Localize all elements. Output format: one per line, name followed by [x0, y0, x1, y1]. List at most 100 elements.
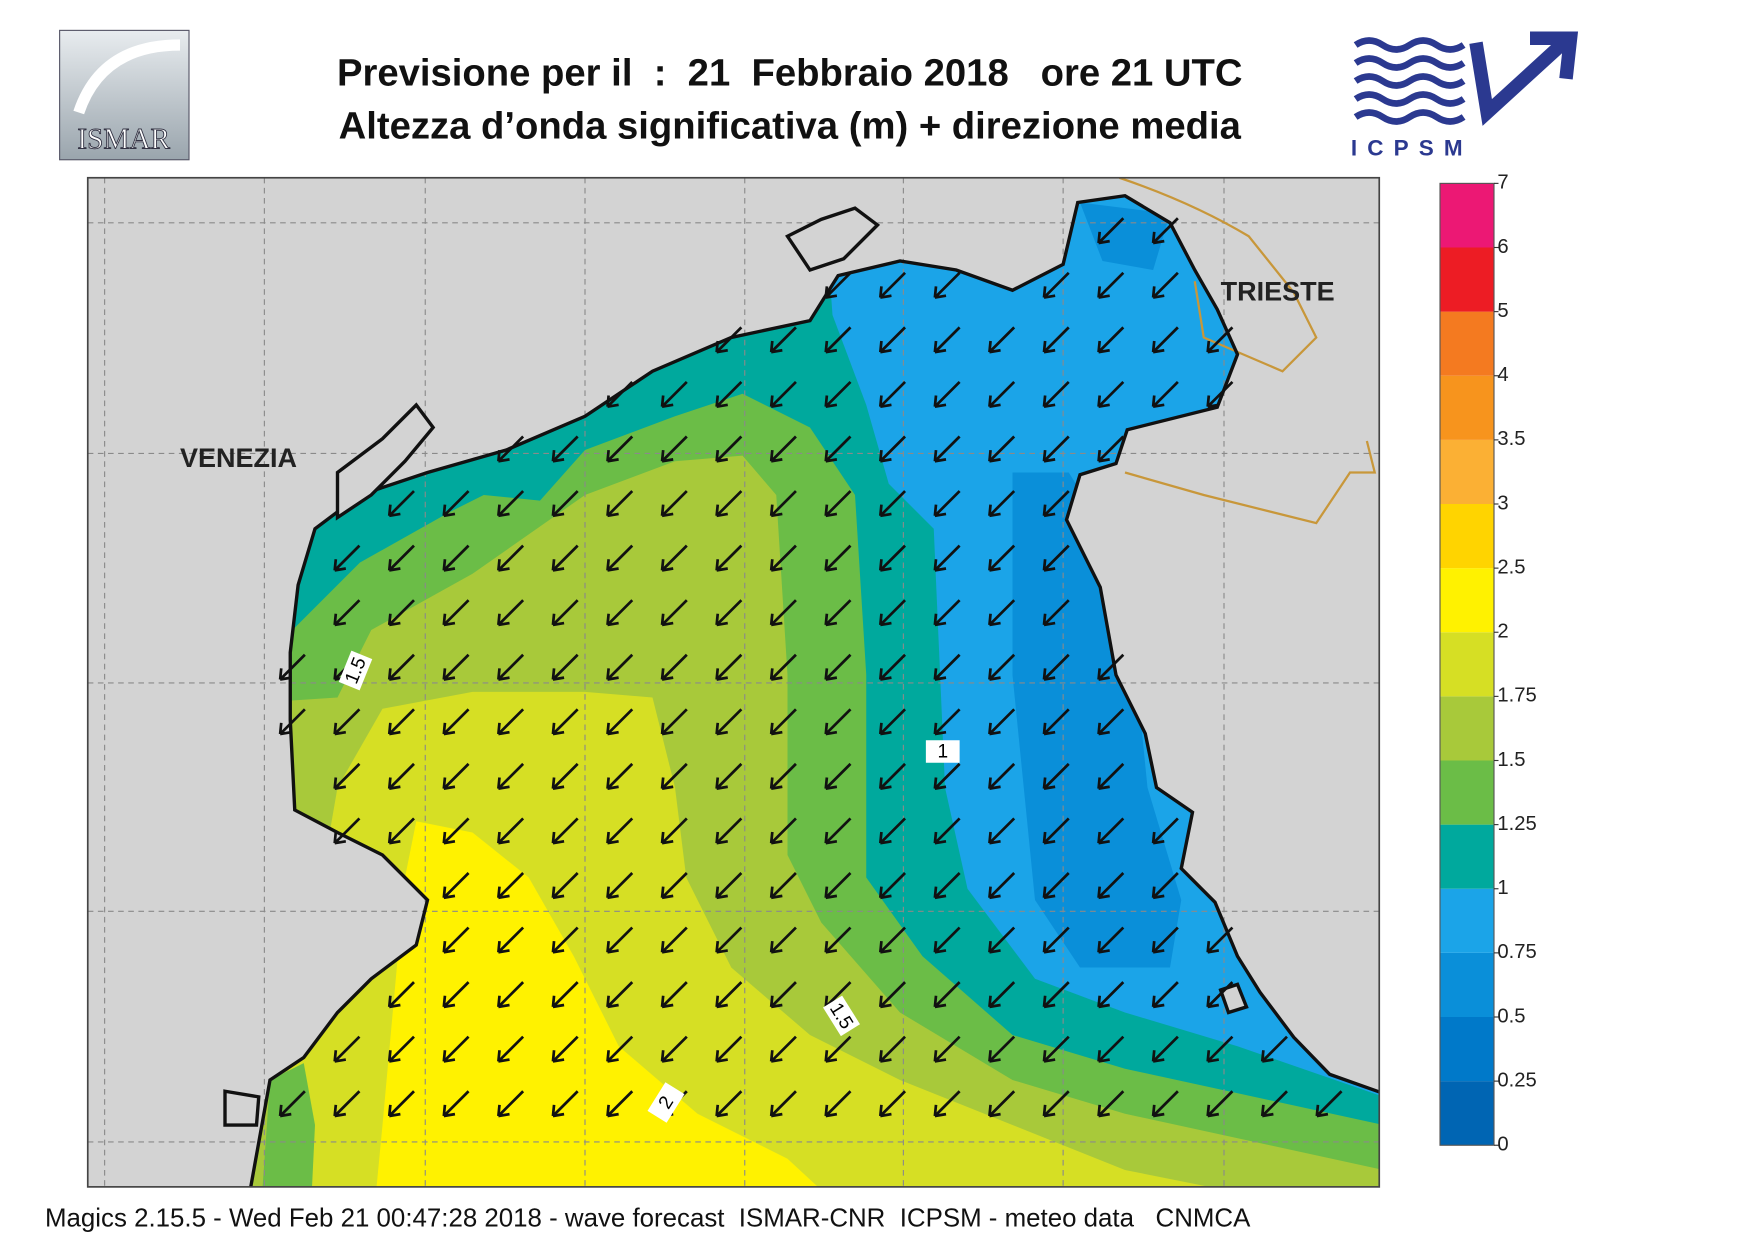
direction-arrow	[1042, 872, 1070, 900]
title-line-2: Altezza d’onda significativa (m) + direz…	[339, 104, 1242, 147]
direction-arrow	[660, 762, 688, 790]
direction-arrow	[333, 1035, 361, 1063]
direction-arrow	[442, 981, 470, 1009]
direction-arrow	[1151, 817, 1179, 845]
direction-arrow	[551, 926, 579, 954]
direction-arrow	[551, 872, 579, 900]
direction-arrow	[333, 544, 361, 572]
direction-arrow	[933, 544, 961, 572]
direction-arrow	[878, 435, 907, 463]
direction-arrow	[442, 490, 470, 518]
direction-arrow	[824, 326, 852, 354]
direction-arrow	[715, 599, 743, 627]
direction-arrow	[715, 926, 743, 954]
direction-arrow	[1097, 1035, 1125, 1063]
direction-arrow	[387, 490, 415, 518]
direction-arrow	[333, 1090, 361, 1118]
direction-arrow	[1042, 708, 1070, 736]
direction-arrow	[1042, 1035, 1070, 1063]
colorbar-tick-label: 1.75	[1497, 685, 1536, 707]
colorbar-tick-label: 4	[1497, 364, 1508, 386]
colorbar-frame	[1439, 182, 1495, 1146]
direction-arrows	[278, 217, 1343, 1118]
direction-arrow	[606, 981, 634, 1009]
direction-arrow	[442, 926, 470, 954]
colorbar-tick-label: 0	[1497, 1134, 1508, 1156]
place-label: VENEZIA	[180, 443, 297, 473]
direction-arrow	[715, 380, 743, 409]
direction-arrow	[715, 1035, 743, 1063]
direction-arrow	[1042, 599, 1070, 627]
contour-label: 1	[925, 740, 960, 763]
direction-arrow	[387, 981, 415, 1009]
direction-arrow	[715, 653, 743, 681]
direction-arrow	[497, 490, 525, 518]
direction-arrow	[1151, 326, 1179, 354]
direction-arrow	[933, 926, 961, 954]
colorbar-tick-label: 5	[1497, 300, 1508, 322]
border-line	[1119, 177, 1377, 525]
direction-arrow	[878, 271, 907, 299]
colorbar-band	[1440, 952, 1494, 1017]
direction-arrow	[442, 1090, 470, 1118]
direction-arrow	[988, 981, 1016, 1009]
direction-arrow	[1042, 380, 1070, 409]
direction-arrow	[387, 653, 415, 681]
contour-label-box	[338, 650, 373, 691]
colorbar: 0 0.25 0.5 0.75 1 1.25 1.5 1.75 2 2.5 3 3.5 4 5 6 7	[1439, 172, 1537, 1156]
ismar-logo-text: ISMAR	[77, 124, 170, 156]
colorbar-band	[1440, 439, 1494, 504]
direction-arrow	[606, 490, 634, 518]
direction-arrow	[1206, 1035, 1234, 1063]
direction-arrow	[1097, 653, 1125, 681]
ismar-logo: ISMAR	[59, 29, 190, 161]
direction-arrow	[1097, 981, 1125, 1009]
contour-label: 2	[647, 1082, 685, 1123]
colorbar-band	[1440, 696, 1494, 761]
direction-arrow	[497, 599, 525, 627]
direction-arrow	[1151, 271, 1179, 299]
direction-arrow	[1206, 981, 1234, 1009]
direction-arrow	[1151, 1090, 1179, 1118]
direction-arrow	[933, 271, 961, 299]
direction-arrow	[497, 708, 525, 736]
direction-arrow	[878, 1035, 907, 1063]
contour-label-box	[925, 740, 960, 763]
direction-arrow	[1097, 326, 1125, 354]
direction-arrow	[1042, 326, 1070, 354]
direction-arrow	[1097, 708, 1125, 736]
direction-arrow	[878, 544, 907, 572]
direction-arrow	[933, 872, 961, 900]
colorbar-band	[1440, 183, 1494, 248]
band-area	[371, 821, 878, 1187]
icpsm-waves	[1353, 37, 1466, 125]
colorbar-band	[1440, 824, 1494, 889]
direction-arrow	[933, 762, 961, 790]
direction-arrow	[551, 435, 579, 463]
direction-arrow	[878, 981, 907, 1009]
direction-arrow	[824, 653, 852, 681]
direction-arrow	[933, 435, 961, 463]
direction-arrow	[660, 817, 688, 845]
direction-arrow	[769, 544, 797, 572]
direction-arrow	[1042, 271, 1070, 299]
direction-arrow	[715, 490, 743, 518]
direction-arrow	[824, 380, 852, 409]
direction-arrow	[497, 926, 525, 954]
direction-arrow	[660, 653, 688, 681]
direction-arrow	[769, 1090, 797, 1118]
direction-arrow	[715, 1090, 743, 1118]
colorbar-band	[1440, 568, 1494, 633]
direction-arrow	[933, 817, 961, 845]
direction-arrow	[442, 817, 470, 845]
direction-arrow	[551, 544, 579, 572]
direction-arrow	[442, 708, 470, 736]
colorbar-band	[1440, 760, 1494, 825]
direction-arrow	[551, 1035, 579, 1063]
place-label: TRIESTE	[1221, 276, 1335, 306]
direction-arrow	[1151, 981, 1179, 1009]
colorbar-tick-label: 0.5	[1497, 1005, 1525, 1027]
colorbar-tick-label: 3.5	[1497, 428, 1525, 450]
